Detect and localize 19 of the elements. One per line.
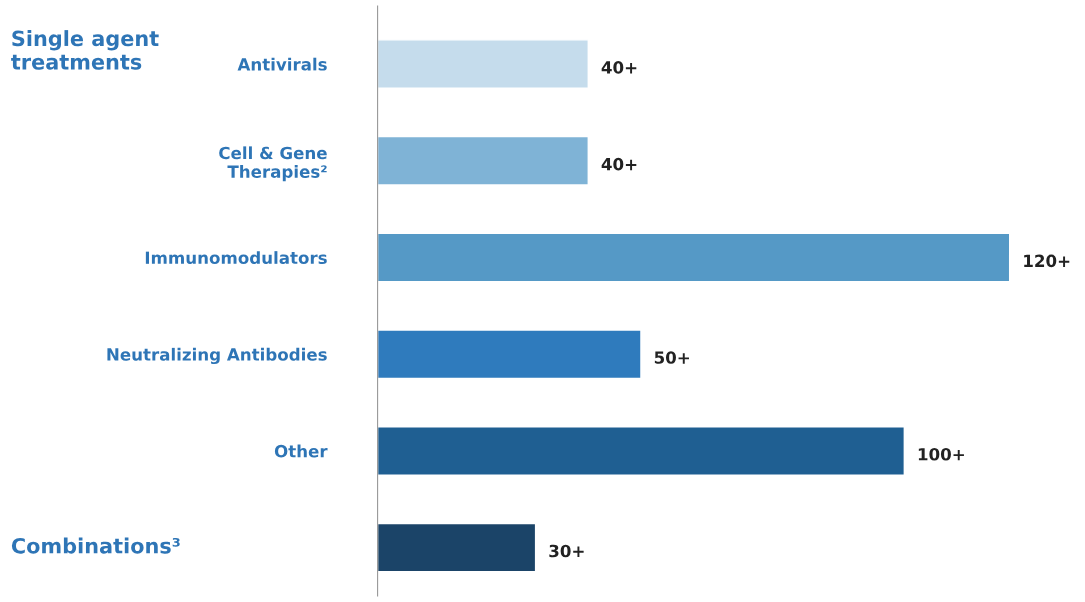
bar <box>377 135 589 186</box>
bar <box>377 39 589 89</box>
data-label: 120+ <box>1024 254 1070 268</box>
bar <box>377 232 1011 283</box>
bar <box>377 522 537 573</box>
y-tick-label: Immunomodulators <box>145 251 327 265</box>
y-tick-label: Antivirals <box>237 57 327 71</box>
data-label: 30+ <box>549 544 584 558</box>
y-tick-label: Cell & Gene Therapies² <box>219 146 327 182</box>
y-tick-label: Neutralizing Antibodies <box>107 347 327 365</box>
text: Combinations³ <box>11 537 180 554</box>
data-label: 40+ <box>601 61 637 74</box>
y-tick-label: Other <box>274 444 328 458</box>
data-label: 100+ <box>918 447 964 461</box>
data-label: 50+ <box>654 351 689 364</box>
data-label: 40+ <box>601 157 637 171</box>
bar <box>377 426 906 476</box>
text: Single agent treatments <box>11 30 159 70</box>
bar <box>377 329 642 380</box>
